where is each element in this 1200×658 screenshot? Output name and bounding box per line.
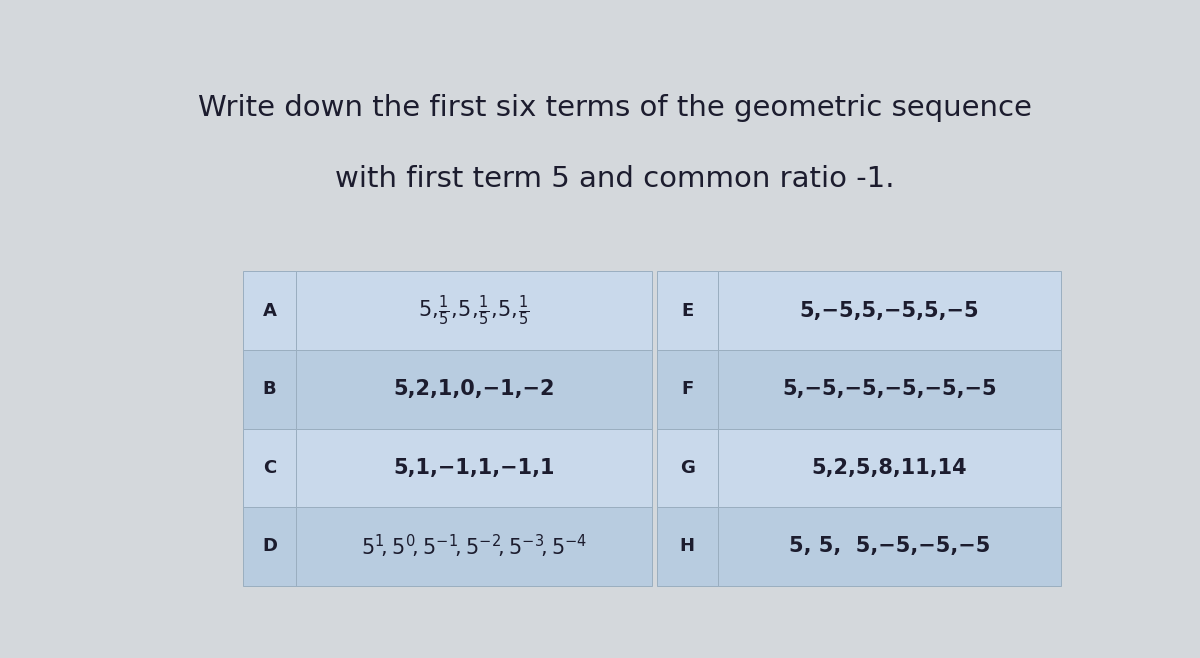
FancyBboxPatch shape — [296, 272, 653, 350]
Text: 5,1,−1,1,−1,1: 5,1,−1,1,−1,1 — [394, 458, 554, 478]
FancyBboxPatch shape — [296, 350, 653, 428]
FancyBboxPatch shape — [242, 428, 296, 507]
Text: with first term 5 and common ratio -1.: with first term 5 and common ratio -1. — [335, 165, 895, 193]
Text: Write down the first six terms of the geometric sequence: Write down the first six terms of the ge… — [198, 94, 1032, 122]
Text: 5,−5,5,−5,5,−5: 5,−5,5,−5,5,−5 — [799, 301, 979, 320]
FancyBboxPatch shape — [296, 428, 653, 507]
FancyBboxPatch shape — [718, 428, 1062, 507]
FancyBboxPatch shape — [656, 428, 718, 507]
Text: 5,2,5,8,11,14: 5,2,5,8,11,14 — [811, 458, 967, 478]
Text: A: A — [263, 302, 276, 320]
FancyBboxPatch shape — [296, 507, 653, 586]
FancyBboxPatch shape — [242, 272, 296, 350]
Text: F: F — [682, 380, 694, 398]
Text: $5,\!\frac{1}{5},\!5,\!\frac{1}{5},\!5,\!\frac{1}{5}$: $5,\!\frac{1}{5},\!5,\!\frac{1}{5},\!5,\… — [419, 293, 530, 328]
FancyBboxPatch shape — [242, 350, 296, 428]
Text: H: H — [679, 538, 695, 555]
Text: D: D — [262, 538, 277, 555]
FancyBboxPatch shape — [718, 272, 1062, 350]
Text: $5^1\!,5^0\!,5^{-1}\!,5^{-2}\!,5^{-3}\!,5^{-4}$: $5^1\!,5^0\!,5^{-1}\!,5^{-2}\!,5^{-3}\!,… — [361, 533, 587, 560]
Text: B: B — [263, 380, 276, 398]
Text: 5,−5,−5,−5,−5,−5: 5,−5,−5,−5,−5,−5 — [782, 379, 997, 399]
FancyBboxPatch shape — [718, 350, 1062, 428]
FancyBboxPatch shape — [242, 507, 296, 586]
Text: 5,2,1,0,−1,−2: 5,2,1,0,−1,−2 — [394, 379, 554, 399]
Text: G: G — [679, 459, 695, 477]
Text: 5, 5,  5,−5,−5,−5: 5, 5, 5,−5,−5,−5 — [788, 536, 990, 557]
Text: C: C — [263, 459, 276, 477]
FancyBboxPatch shape — [656, 272, 718, 350]
FancyBboxPatch shape — [718, 507, 1062, 586]
FancyBboxPatch shape — [656, 507, 718, 586]
FancyBboxPatch shape — [656, 350, 718, 428]
Text: E: E — [682, 302, 694, 320]
